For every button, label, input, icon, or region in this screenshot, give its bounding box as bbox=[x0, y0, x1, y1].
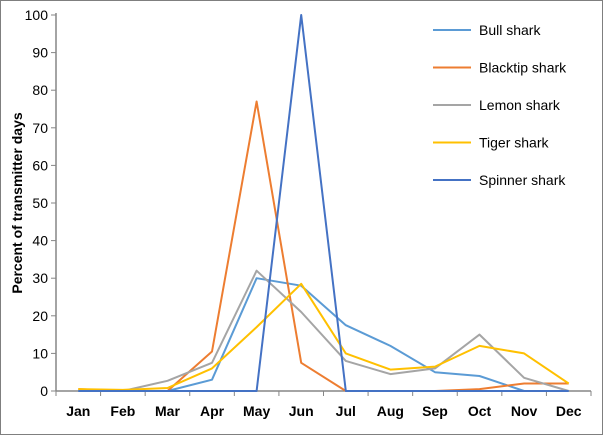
x-tick-label: Mar bbox=[155, 403, 180, 419]
series-line-lemon-shark bbox=[78, 269, 569, 392]
legend-label: Tiger shark bbox=[479, 135, 550, 151]
legend-label: Blacktip shark bbox=[479, 60, 567, 76]
y-tick-label: 100 bbox=[25, 7, 49, 23]
legend-label: Lemon shark bbox=[479, 97, 561, 113]
x-tick-label: Jan bbox=[66, 403, 90, 419]
y-tick-label: 10 bbox=[32, 345, 48, 361]
y-tick-label: 30 bbox=[32, 270, 48, 286]
x-tick-label: Jul bbox=[336, 403, 356, 419]
x-tick-label: Aug bbox=[377, 403, 404, 419]
legend-label: Bull shark bbox=[479, 22, 541, 38]
x-tick-label: Nov bbox=[511, 403, 538, 419]
y-tick-label: 70 bbox=[32, 120, 48, 136]
series-line-bull-shark bbox=[78, 277, 569, 392]
y-tick-label: 60 bbox=[32, 157, 48, 173]
y-tick-label: 50 bbox=[32, 195, 48, 211]
y-tick-label: 80 bbox=[32, 82, 48, 98]
y-tick-label: 0 bbox=[40, 383, 48, 399]
x-tick-label: Dec bbox=[556, 403, 582, 419]
series-line-tiger-shark bbox=[78, 282, 570, 391]
x-tick-label: May bbox=[243, 403, 270, 419]
x-tick-label: Jun bbox=[289, 403, 314, 419]
y-tick-label: 20 bbox=[32, 308, 48, 324]
x-tick-label: Feb bbox=[110, 403, 135, 419]
y-tick-label: 90 bbox=[32, 45, 48, 61]
y-tick-label: 40 bbox=[32, 233, 48, 249]
y-axis-label: Percent of transmitter days bbox=[9, 112, 25, 293]
x-tick-label: Oct bbox=[468, 403, 492, 419]
x-tick-label: Sep bbox=[422, 403, 448, 419]
legend-label: Spinner shark bbox=[479, 172, 566, 188]
series-line-spinner-shark bbox=[78, 14, 569, 392]
x-tick-label: Apr bbox=[200, 403, 225, 419]
